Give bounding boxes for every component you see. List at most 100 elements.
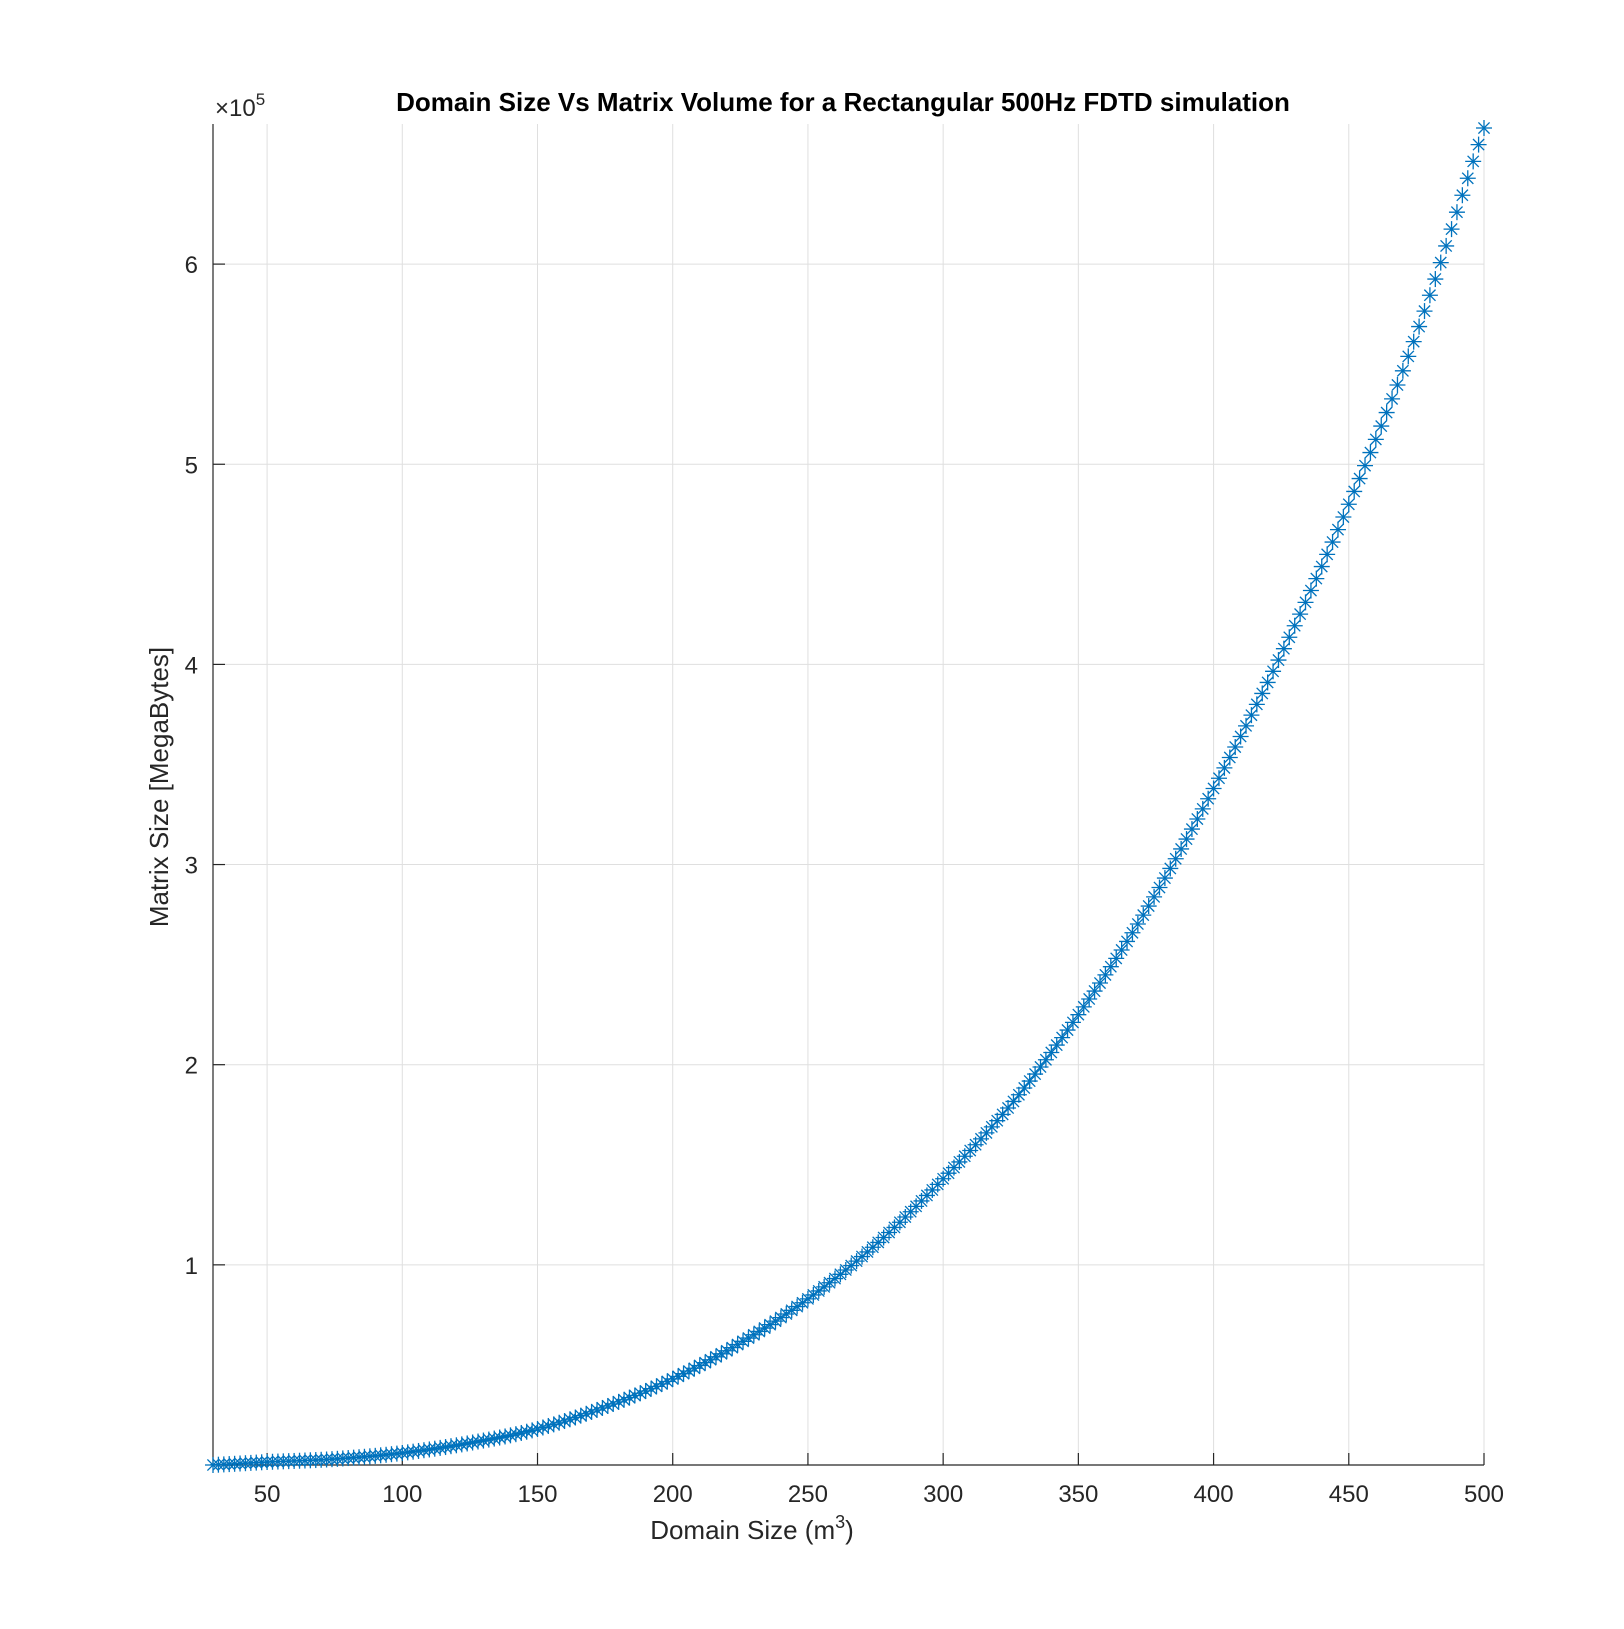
data-point — [691, 1357, 708, 1374]
x-axis-label: Domain Size (m3) — [650, 1512, 854, 1545]
x-axis-label-text: Domain Size (m — [650, 1515, 835, 1545]
x-tick-label: 200 — [653, 1481, 693, 1508]
data-point — [1319, 546, 1336, 563]
data-point — [1454, 187, 1471, 204]
data-point — [1362, 444, 1379, 461]
data-point — [1302, 582, 1319, 599]
data-point — [1465, 153, 1482, 170]
data-point — [1411, 318, 1428, 335]
x-tick-label: 400 — [1194, 1481, 1234, 1508]
data-point — [1459, 170, 1476, 187]
x-axis-label-suffix: ) — [845, 1515, 854, 1545]
data-point — [1108, 950, 1125, 967]
data-series — [205, 120, 1492, 1473]
data-point — [1124, 924, 1141, 941]
data-point — [453, 1436, 470, 1453]
data-point — [1091, 975, 1108, 992]
data-point — [1151, 879, 1168, 896]
data-point — [1416, 303, 1433, 320]
grid-lines — [213, 124, 1485, 1465]
x-tick-label: 250 — [788, 1481, 828, 1508]
data-point — [1037, 1051, 1054, 1068]
x-tick-label: 450 — [1329, 1481, 1369, 1508]
data-point — [1476, 120, 1492, 137]
data-point — [1292, 606, 1309, 623]
data-point — [1102, 958, 1119, 975]
data-point — [1405, 333, 1422, 350]
data-point — [1259, 674, 1276, 691]
y-tick-label: 6 — [185, 252, 198, 279]
data-point — [1086, 983, 1103, 1000]
data-point — [1183, 821, 1200, 838]
data-point — [1367, 431, 1384, 448]
data-point — [1384, 390, 1401, 407]
data-point — [1286, 617, 1303, 634]
data-point — [1438, 237, 1455, 254]
data-point — [1135, 907, 1152, 924]
data-point — [1162, 860, 1179, 877]
data-point — [1421, 287, 1438, 304]
data-point — [1313, 558, 1330, 575]
data-point — [1443, 221, 1460, 238]
data-point — [605, 1395, 622, 1412]
data-point — [1113, 941, 1130, 958]
data-point — [1351, 470, 1368, 487]
data-point — [1346, 483, 1363, 500]
data-point — [1394, 362, 1411, 379]
data-point — [1238, 717, 1255, 734]
data-point — [1335, 509, 1352, 526]
data-point — [1427, 271, 1444, 288]
data-point — [1432, 254, 1449, 271]
data-point — [1048, 1037, 1065, 1054]
x-tick-label: 350 — [1058, 1481, 1098, 1508]
data-point — [1357, 457, 1374, 474]
axes-frame — [212, 124, 1484, 1466]
data-point — [1448, 204, 1465, 221]
x-axis-label-superscript: 3 — [835, 1512, 845, 1532]
data-point — [994, 1106, 1011, 1123]
y-axis-exponent-base: ×10 — [215, 95, 256, 122]
data-point — [1032, 1058, 1049, 1075]
data-point — [1156, 870, 1173, 887]
data-point — [1270, 652, 1287, 669]
data-point — [1221, 749, 1238, 766]
data-point — [1265, 663, 1282, 680]
data-point — [1200, 790, 1217, 807]
data-point — [448, 1437, 465, 1454]
data-point — [1373, 418, 1390, 435]
y-axis-exponent-power: 5 — [256, 90, 265, 109]
data-point — [1329, 521, 1346, 538]
data-point — [1324, 534, 1341, 551]
data-point — [513, 1424, 530, 1441]
data-point — [1389, 376, 1406, 393]
data-point — [1470, 136, 1487, 153]
data-point — [459, 1435, 476, 1452]
data-point — [837, 1261, 854, 1278]
data-point — [1064, 1014, 1081, 1031]
data-point — [1308, 570, 1325, 587]
data-point — [1340, 496, 1357, 513]
data-point — [1400, 348, 1417, 365]
data-point — [556, 1413, 573, 1430]
data-point — [1129, 916, 1146, 933]
y-tick-label: 5 — [185, 452, 198, 479]
data-point — [1140, 898, 1157, 915]
data-point — [1275, 640, 1292, 657]
data-point — [1054, 1029, 1071, 1046]
y-tick-label: 3 — [185, 853, 198, 880]
x-tick-label: 150 — [517, 1481, 557, 1508]
x-tick-label: 300 — [923, 1481, 963, 1508]
data-point — [1378, 404, 1395, 421]
data-point — [1281, 629, 1298, 646]
data-point — [1059, 1022, 1076, 1039]
data-point — [1146, 888, 1163, 905]
data-point — [1297, 594, 1314, 611]
data-point — [1248, 696, 1265, 713]
data-point — [1097, 966, 1114, 983]
y-axis-exponent: ×105 — [215, 90, 265, 122]
chart-title: Domain Size Vs Matrix Volume for a Recta… — [396, 87, 1290, 117]
x-tick-label: 50 — [254, 1481, 281, 1508]
data-point — [1167, 850, 1184, 867]
y-tick-label: 1 — [185, 1253, 198, 1280]
